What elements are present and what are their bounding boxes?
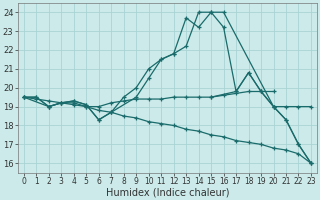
X-axis label: Humidex (Indice chaleur): Humidex (Indice chaleur)	[106, 187, 229, 197]
